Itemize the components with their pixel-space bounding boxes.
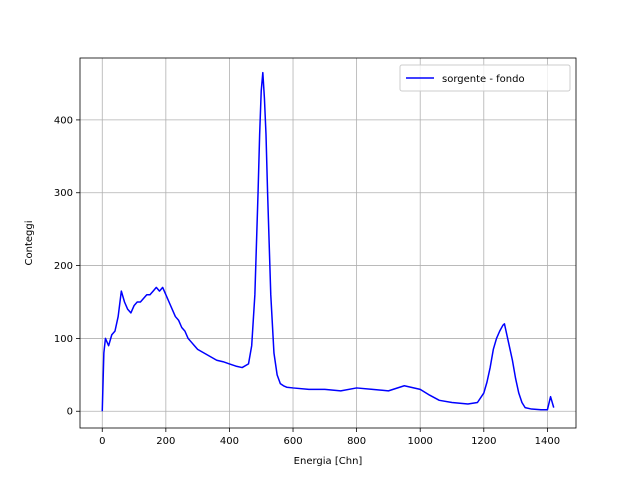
y-tick-label: 400	[54, 115, 73, 126]
x-axis-label: Energia [Chn]	[294, 456, 363, 467]
ticks: 0 200 400 600 800 1000 1200 1400 0 100 200 300 400	[54, 115, 560, 447]
legend-box	[399, 64, 571, 92]
legend-entry-label: sorgente - fondo	[442, 74, 525, 85]
x-tick-label: 1400	[535, 436, 560, 447]
y-tick-label: 200	[54, 261, 73, 272]
legend: sorgente - fondo	[399, 64, 571, 92]
series-layer	[101, 71, 555, 412]
y-tick-label: 300	[54, 188, 73, 199]
grid	[80, 58, 576, 428]
x-tick-label: 0	[99, 436, 105, 447]
x-tick-label: 1200	[471, 436, 496, 447]
y-axis-label: Conteggi	[24, 221, 35, 266]
y-tick-label: 100	[54, 334, 73, 345]
x-tick-label: 600	[283, 436, 302, 447]
x-tick-label: 200	[156, 436, 175, 447]
x-tick-label: 400	[220, 436, 239, 447]
y-tick-label: 0	[67, 407, 73, 418]
series-line-0	[101, 71, 555, 412]
x-tick-label: 1000	[407, 436, 432, 447]
x-tick-label: 800	[347, 436, 366, 447]
plot-frame	[79, 57, 577, 429]
